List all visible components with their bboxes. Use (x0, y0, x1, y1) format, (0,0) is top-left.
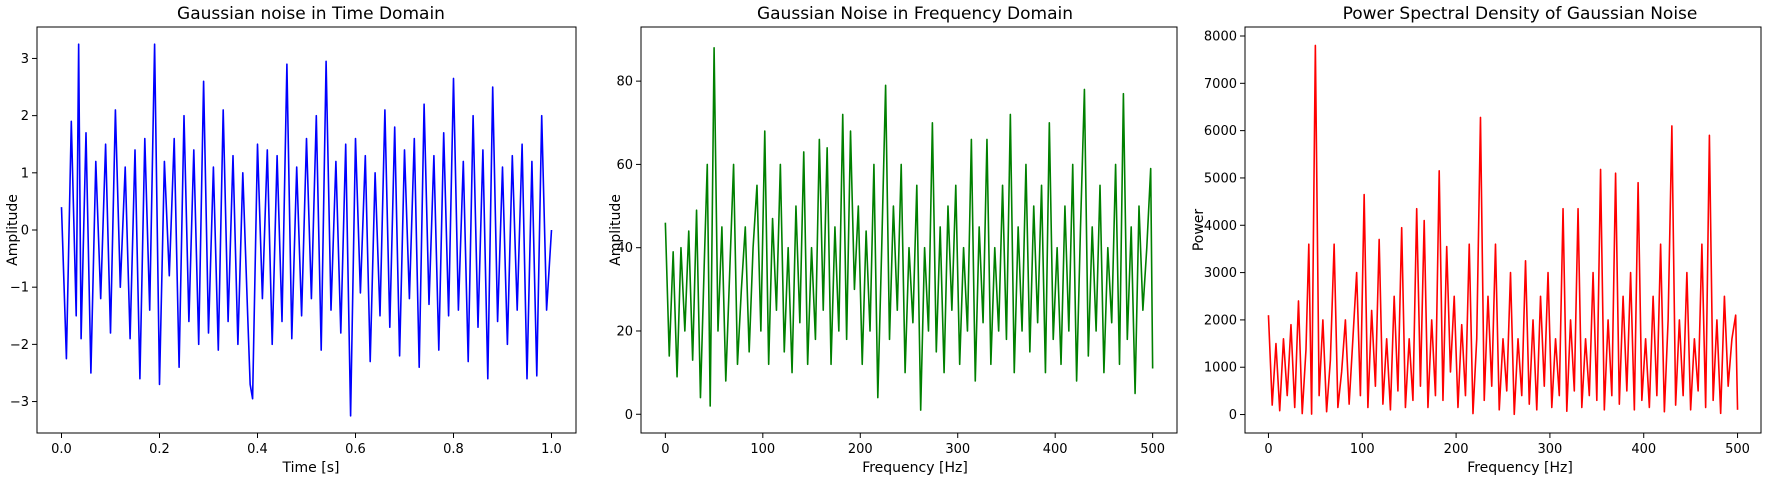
time-domain-xtick-label: 1.0 (541, 442, 562, 457)
psd-ytick-label: 8000 (1204, 29, 1237, 44)
frequency-domain-xtick-label: 400 (1043, 442, 1068, 457)
time-domain-panel: Gaussian noise in Time Domain 0.0 0.2 0.4 0… (5, 4, 577, 476)
time-domain-ticks: 0.0 0.2 0.4 0.6 0.8 1.0 −3 −2 −1 0 1 2 3 (10, 52, 562, 457)
time-domain-ytick-label: 1 (21, 166, 29, 181)
time-domain-ytick-label: −3 (10, 395, 29, 410)
psd-xtick-label: 0 (1264, 442, 1272, 457)
time-domain-plot-frame (36, 26, 577, 434)
psd-ticks: 0 100 200 300 400 500010002000300040005000600… (1204, 29, 1750, 457)
frequency-domain-ylabel: Amplitude (608, 194, 624, 266)
frequency-domain-title: Gaussian Noise in Frequency Domain (757, 4, 1073, 24)
frequency-domain-ytick-label: 0 (625, 408, 633, 423)
psd-ytick-label: 1000 (1204, 361, 1237, 376)
psd-ylabel: Power (1191, 209, 1207, 252)
time-domain-ytick-label: −2 (10, 338, 29, 353)
time-domain-ylabel: Amplitude (5, 194, 21, 266)
frequency-domain-ytick-label: 80 (616, 75, 633, 90)
psd-panel: Power Spectral Density of Gaussian Noise… (1191, 4, 1762, 476)
frequency-domain-ytick-label: 40 (616, 241, 633, 256)
frequency-domain-series-line-0 (664, 47, 1154, 411)
psd-ytick-label: 5000 (1204, 171, 1237, 186)
psd-ytick-label: 0 (1229, 408, 1237, 423)
time-domain-ytick-label: −1 (10, 281, 29, 296)
frequency-domain-xlabel: Frequency [Hz] (862, 460, 968, 476)
psd-xtick-label: 500 (1725, 442, 1750, 457)
time-domain-series (60, 43, 553, 417)
time-domain-xtick-label: 0.8 (443, 442, 464, 457)
time-domain-xtick-label: 0.4 (247, 442, 268, 457)
frequency-domain-ytick-label: 20 (616, 324, 633, 339)
psd-series (1267, 44, 1739, 416)
time-domain-ytick-label: 2 (21, 109, 29, 124)
frequency-domain-xtick-label: 100 (750, 442, 775, 457)
time-domain-ytick-label: 0 (21, 224, 29, 239)
psd-xtick-label: 100 (1350, 442, 1375, 457)
time-domain-series-line-0 (60, 43, 553, 417)
psd-xtick-label: 300 (1537, 442, 1562, 457)
time-domain-xtick-label: 0.6 (345, 442, 366, 457)
frequency-domain-xtick-label: 0 (661, 442, 669, 457)
psd-ytick-label: 6000 (1204, 124, 1237, 139)
psd-plot-frame (1244, 26, 1762, 434)
psd-xlabel: Frequency [Hz] (1467, 460, 1573, 476)
frequency-domain-ytick-label: 60 (616, 158, 633, 173)
psd-series-line-0 (1267, 44, 1739, 416)
psd-ytick-label: 2000 (1204, 313, 1237, 328)
frequency-domain-panel: Gaussian Noise in Frequency Domain 0 100 2… (608, 4, 1178, 476)
frequency-domain-xtick-label: 500 (1140, 442, 1165, 457)
psd-ytick-label: 7000 (1204, 77, 1237, 92)
frequency-domain-xtick-label: 300 (945, 442, 970, 457)
psd-ytick-label: 4000 (1204, 219, 1237, 234)
frequency-domain-plot-frame (640, 26, 1178, 434)
psd-xtick-label: 200 (1444, 442, 1469, 457)
time-domain-title: Gaussian noise in Time Domain (177, 4, 445, 24)
time-domain-xtick-label: 0.2 (149, 442, 170, 457)
time-domain-xtick-label: 0.0 (51, 442, 72, 457)
time-domain-xlabel: Time [s] (282, 460, 340, 476)
psd-xtick-label: 400 (1631, 442, 1656, 457)
psd-ytick-label: 3000 (1204, 266, 1237, 281)
time-domain-ytick-label: 3 (21, 52, 29, 67)
psd-title: Power Spectral Density of Gaussian Noise (1343, 4, 1698, 24)
frequency-domain-xtick-label: 200 (848, 442, 873, 457)
frequency-domain-ticks: 0 100 200 300 400 500 0 20 40 60 80 (616, 75, 1165, 457)
frequency-domain-series (664, 47, 1154, 411)
